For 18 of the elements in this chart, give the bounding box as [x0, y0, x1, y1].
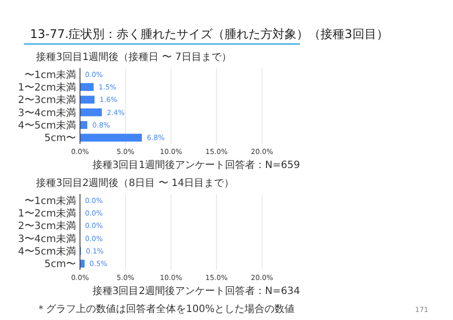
y-tick-label: 5cm〜 [44, 133, 76, 144]
y-tick-label: 〜1cm未満 [24, 68, 76, 81]
y-tick-label: 4〜5cm未満 [18, 246, 76, 258]
chart-title: 接種3回目2週間後（8日目 〜 14日目まで） [36, 177, 234, 189]
text: 接種3回目2週間後アンケート回答者：N=634 [92, 285, 300, 297]
y-tick-label: 3〜4cm未満 [18, 232, 76, 245]
y-tick-label: 2〜3cm未満 [18, 94, 76, 106]
y-tick-label: 2〜3cm未満 [18, 220, 76, 232]
y-tick-label: 1〜2cm未満 [18, 208, 76, 220]
text: 接種3回目1週間後アンケート回答者：N=659 [92, 159, 300, 171]
y-tick-label: 〜1cm未満 [24, 194, 76, 207]
y-tick-label: 5cm〜 [44, 259, 76, 270]
y-tick-label: 3〜4cm未満 [18, 106, 76, 119]
y-tick-label: 4〜5cm未満 [18, 120, 76, 132]
text: 13-77.症状別：赤く腫れたサイズ（腫れた方対象）（接種3回目） [30, 27, 388, 41]
chart-title: 接種3回目1週間後（接種日 〜 7日目まで） [36, 51, 232, 63]
y-tick-label: 1〜2cm未満 [18, 82, 76, 94]
text: ＊グラフ上の数値は回答者全体を100%とした場合の数値 [36, 303, 295, 315]
